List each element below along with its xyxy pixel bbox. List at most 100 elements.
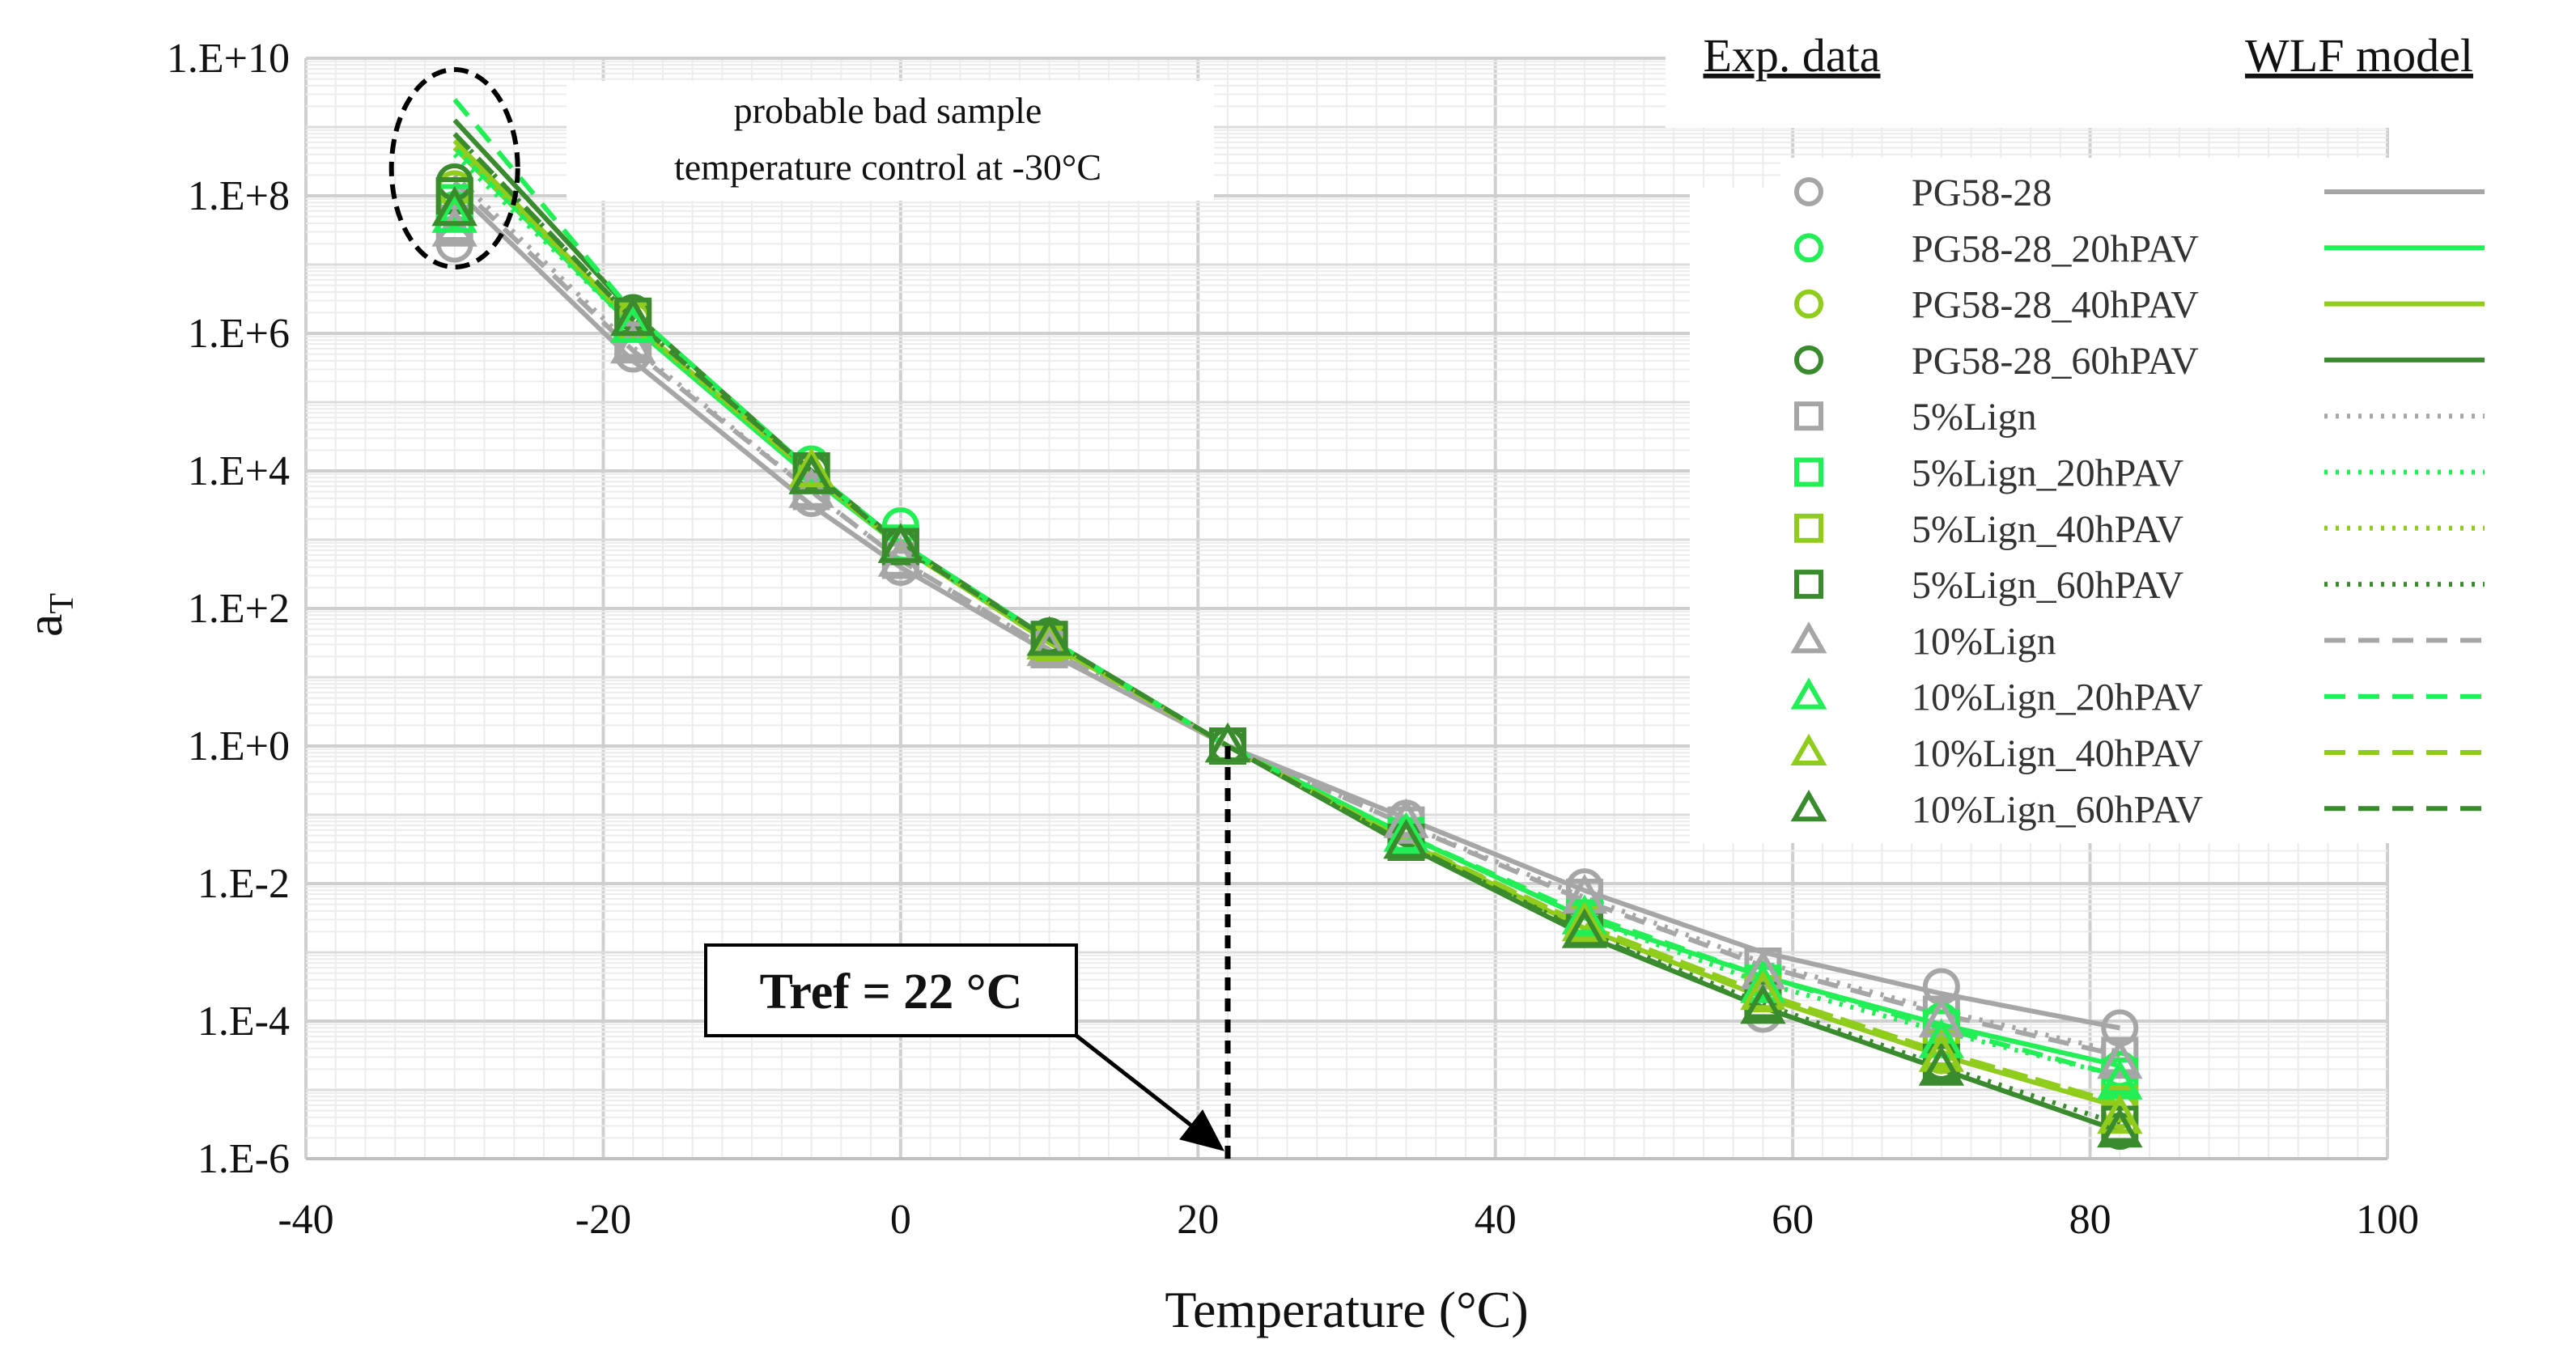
data-point [1740, 963, 1786, 1003]
legend-marker [1794, 177, 1823, 206]
data-point [1383, 818, 1429, 859]
data-point [1561, 901, 1608, 942]
data-point [1383, 798, 1429, 838]
x-tick-label: 20 [1177, 1197, 1219, 1243]
legend-marker [1790, 790, 1827, 822]
data-point [877, 523, 924, 563]
legend-entry: PG58-28_20hPAV [1794, 227, 2485, 270]
x-tick-label: -40 [278, 1197, 333, 1243]
data-point [2101, 1085, 2139, 1122]
data-point [788, 447, 834, 488]
x-tick-label: 40 [1475, 1197, 1517, 1243]
data-point [2097, 1038, 2143, 1079]
data-point [1918, 1018, 1965, 1058]
data-point [2097, 1107, 2143, 1148]
x-tick-label: 100 [2356, 1197, 2419, 1243]
data-point [1026, 616, 1072, 656]
data-point [431, 193, 477, 233]
y-tick-label: 1.E-2 [197, 861, 290, 907]
legend-header-bg [1666, 0, 2576, 128]
data-point [610, 323, 656, 364]
legend-marker [1790, 733, 1827, 765]
legend-header-model: WLF model [2245, 29, 2473, 82]
legend-label: 5%Lign_20hPAV [1912, 452, 2183, 495]
data-point [788, 454, 834, 494]
legend-label: 10%Lign_60hPAV [1912, 788, 2203, 831]
legend-entry: 10%Lign [1790, 620, 2485, 663]
tref-label: Tref = 22 °C [760, 964, 1023, 1020]
data-point [2097, 1093, 2143, 1134]
legend-label: 10%Lign [1912, 620, 2056, 663]
legend-entry: PG58-28_60hPAV [1794, 340, 2485, 383]
y-tick-label: 1.E-4 [197, 998, 290, 1045]
legend-header-exp: Exp. data [1703, 29, 1880, 82]
x-tick-label: 60 [1772, 1197, 1814, 1243]
legend-entry: 10%Lign_20hPAV [1790, 676, 2485, 719]
y-axis-title-main: a [15, 614, 73, 637]
legend-marker [1794, 513, 1823, 543]
data-point [1561, 894, 1608, 935]
legend-entry: 5%Lign_60hPAV [1794, 564, 2485, 607]
legend-label: 5%Lign [1912, 396, 2037, 439]
legend-marker [1794, 345, 1823, 375]
data-point [1204, 722, 1251, 763]
legend-label: 10%Lign_40hPAV [1912, 732, 2203, 775]
x-tick-label: 0 [890, 1197, 911, 1243]
bad-sample-ellipse [388, 67, 520, 269]
data-point [1918, 1045, 1965, 1086]
legend-entry: PG58-28 [1794, 172, 2485, 214]
legend-label: PG58-28 [1912, 172, 2052, 214]
data-point [1026, 625, 1072, 667]
legend: Exp. data WLF model PG58-28 PG58-28_20hPAV P… [1666, 0, 2576, 843]
legend-entry: 5%Lign_40hPAV [1794, 508, 2485, 551]
data-point [610, 295, 656, 337]
y-tick-label: 1.E+8 [188, 173, 290, 219]
data-point [610, 303, 656, 343]
legend-marker [1794, 570, 1823, 600]
annotations: Tref = 22 °C probable bad sample temperatu… [388, 67, 1231, 1159]
legend-label: PG58-28_40hPAV [1912, 284, 2199, 327]
bad-sample-text-line1: probable bad sample [734, 90, 1042, 131]
legend-entry: 5%Lign_20hPAV [1794, 452, 2485, 495]
data-point [1740, 969, 1786, 1011]
tref-arrow-line [1075, 1034, 1207, 1138]
tref-arrow-head [1179, 1109, 1224, 1151]
legend-marker [1794, 457, 1823, 487]
legend-marker [1790, 621, 1827, 654]
axes: -40 -20 0 20 40 60 80 100 1.E+10 1.E+8 1.E+6 1.E+4 1… [15, 36, 2419, 1338]
tref-label-box [704, 943, 1078, 1037]
data-point [788, 468, 834, 508]
legend-marker [1794, 289, 1823, 319]
y-tick-label: 1.E-6 [197, 1136, 290, 1182]
legend-marker [1790, 677, 1827, 710]
legend-marker [1794, 401, 1823, 431]
exp-points-10-lign-60hpav [431, 185, 2143, 1148]
legend-label: 10%Lign_20hPAV [1912, 676, 2203, 719]
data-point [877, 536, 924, 577]
x-tick-label: 80 [2069, 1197, 2111, 1243]
data-point [1918, 1032, 1965, 1072]
data-point [1561, 908, 1608, 948]
legend-marker [1794, 233, 1823, 263]
y-axis-title: aT [15, 593, 81, 637]
y-tick-label: 1.E+6 [188, 311, 290, 357]
y-tick-label: 1.E+4 [188, 448, 290, 494]
legend-label: 5%Lign_60hPAV [1912, 564, 2183, 607]
legend-label: PG58-28_20hPAV [1912, 227, 2199, 270]
bad-sample-text-bg [567, 81, 1214, 201]
data-point [1383, 812, 1429, 852]
y-tick-label: 1.E+0 [188, 723, 290, 769]
bad-sample-text-line2: temperature control at -30°C [674, 146, 1101, 188]
y-axis-title-subscript: T [44, 593, 81, 614]
legend-entry: 5%Lign [1794, 396, 2485, 439]
legend-entry: 10%Lign_40hPAV [1790, 732, 2485, 775]
y-tick-label: 1.E+10 [167, 36, 290, 82]
legend-label: 5%Lign_40hPAV [1912, 508, 2183, 551]
x-axis-title: Temperature (°C) [1165, 1281, 1528, 1338]
y-tick-label: 1.E+2 [188, 586, 290, 632]
legend-entry: 10%Lign_60hPAV [1790, 788, 2485, 831]
legend-entry: PG58-28_40hPAV [1794, 284, 2485, 327]
data-point [431, 185, 477, 227]
